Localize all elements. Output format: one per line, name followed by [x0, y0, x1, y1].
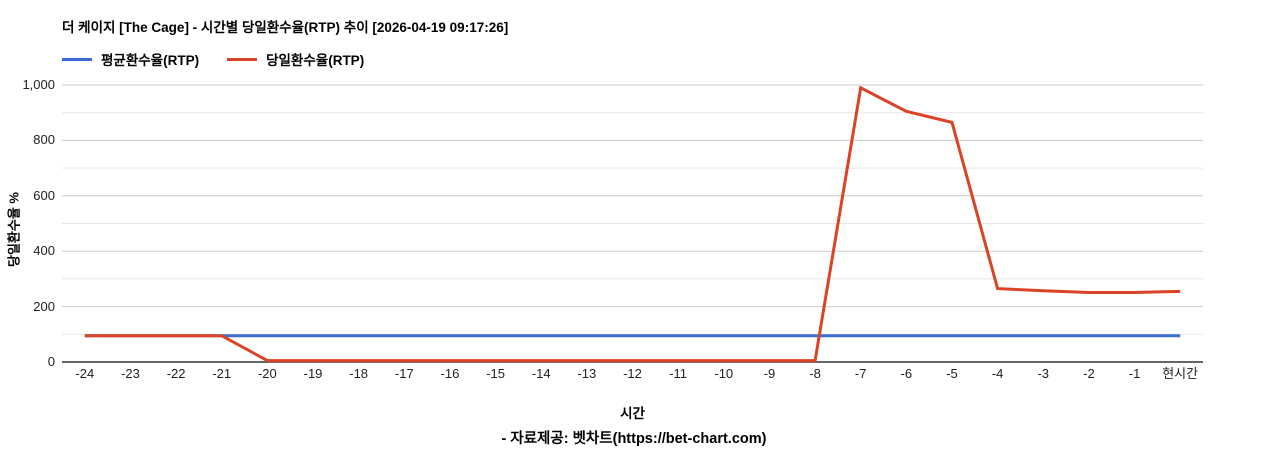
x-tick-label: -9: [763, 366, 776, 381]
x-tick-label: -16: [440, 366, 460, 381]
series-line-daily-rtp: [84, 85, 1181, 363]
x-tick-label: -21: [212, 366, 232, 381]
x-tick-label: -11: [669, 366, 688, 381]
x-tick-label: -2: [1083, 366, 1095, 381]
legend-label-average: 평균환수율(RTP): [101, 53, 200, 68]
x-tick-label: -17: [394, 366, 414, 381]
attribution-footer-link[interactable]: - 자료제공: 벳차트(https://bet-chart.com): [501, 431, 767, 447]
y-tick-label: 200: [33, 298, 55, 314]
legend-line-swatch-daily: [227, 57, 258, 61]
y-tick-label: 800: [33, 132, 55, 148]
x-tick-label: -14: [531, 366, 551, 381]
x-tick-label: -4: [991, 366, 1004, 381]
x-tick-label: -10: [714, 366, 734, 381]
chart-title: 더 케이지 [The Cage] - 시간별 당일환수율(RTP) 추이 [20…: [62, 20, 509, 35]
x-tick-label: -18: [349, 366, 369, 381]
x-tick-label: -12: [623, 366, 642, 381]
legend: 평균환수율(RTP) 당일환수율(RTP): [62, 49, 364, 69]
x-tick-label: -6: [900, 366, 913, 381]
legend-label-daily: 당일환수율(RTP): [266, 53, 365, 68]
x-tick-label: -13: [577, 366, 597, 381]
x-axis-title: 시간: [620, 406, 645, 421]
legend-line-swatch-average: [62, 57, 92, 61]
y-tick-label: 1,000: [22, 77, 55, 92]
y-tick-label: 600: [33, 187, 55, 203]
x-tick-label: -3: [1037, 366, 1050, 381]
x-tick-label: 현시간: [1162, 366, 1199, 381]
x-tick-label: -8: [809, 366, 821, 381]
legend-item-daily-rtp[interactable]: 당일환수율(RTP): [227, 49, 364, 69]
x-tick-label: -1: [1128, 366, 1141, 381]
y-tick-label: 400: [33, 243, 55, 259]
x-tick-label: -22: [166, 366, 186, 381]
x-tick-label: -15: [486, 366, 505, 381]
y-tick-label: 0: [47, 354, 55, 369]
x-tick-label: -20: [257, 366, 277, 381]
x-tick-label: -7: [854, 366, 867, 381]
x-tick-label: -5: [946, 366, 958, 381]
x-tick-label: -24: [75, 366, 95, 381]
x-tick-label: -23: [121, 366, 140, 381]
legend-item-average-rtp[interactable]: 평균환수율(RTP): [62, 49, 199, 69]
x-tick-label: -19: [303, 366, 323, 381]
